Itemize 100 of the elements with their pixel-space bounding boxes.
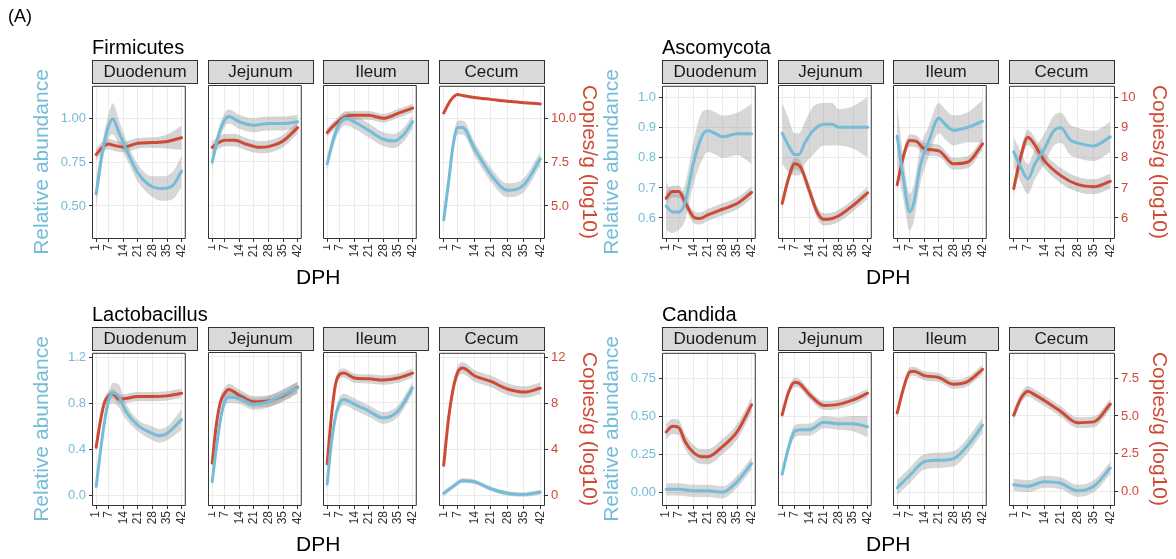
y2-axis-title: Copies/g (log10)	[1148, 84, 1172, 240]
x-tick-label: 35	[274, 243, 289, 258]
x-axis-title: DPH	[296, 265, 341, 288]
x-tick-label: 21	[815, 243, 830, 258]
x-tick-label: 35	[390, 243, 405, 258]
y-tick-label: 0.9	[637, 119, 656, 135]
x-tick-label: 42	[859, 510, 874, 525]
y2-tick-label: 8	[1120, 149, 1128, 165]
x-tick-label: 28	[945, 510, 960, 525]
x-tick-label: 35	[844, 510, 859, 525]
y2-tick-label: 7.5	[550, 153, 569, 169]
x-axis-title: DPH	[866, 265, 911, 288]
x-tick-label: 28	[144, 510, 159, 525]
x-tick-label: 21	[1052, 510, 1067, 525]
y-tick-label: 0.50	[60, 197, 86, 213]
x-tick-label: 1	[773, 510, 788, 518]
x-tick-label: 28	[375, 243, 390, 258]
x-tick-label: 42	[404, 243, 419, 258]
y-axis-title: Relative abundance	[29, 69, 52, 255]
x-tick-label: 1	[319, 510, 334, 518]
x-tick-label: 28	[260, 510, 275, 525]
x-tick-label: 1	[1005, 510, 1020, 518]
x-tick-label: 42	[173, 510, 188, 525]
x-tick-label: 1	[435, 510, 450, 518]
x-tick-label: 42	[1102, 243, 1117, 258]
x-tick-label: 7	[1019, 510, 1034, 518]
x-tick-label: 14	[466, 510, 481, 525]
x-tick-label: 14	[685, 243, 700, 258]
chart-subtitle: Jejunum	[207, 327, 314, 351]
y-tick-label: 1.00	[60, 110, 86, 126]
x-tick-label: 1	[319, 243, 334, 251]
chart-subtitle: Ileum	[893, 327, 999, 351]
y2-tick-label: 8	[550, 395, 558, 411]
x-tick-label: 28	[260, 243, 275, 258]
x-tick-label: 7	[100, 243, 115, 251]
x-tick-label: 1	[658, 510, 673, 518]
chart-title: Candida	[662, 303, 737, 326]
x-tick-label: 1	[203, 243, 218, 251]
x-tick-label: 42	[532, 243, 547, 258]
x-tick-label: 14	[231, 243, 246, 258]
x-axis-title: DPH	[296, 532, 341, 555]
chart-subtitle: Cecum	[438, 60, 545, 84]
x-tick-label: 35	[729, 510, 744, 525]
line-series	[94, 117, 184, 196]
x-tick-label: 28	[830, 510, 845, 525]
x-tick-label: 21	[245, 510, 260, 525]
x-tick-label: 7	[1019, 243, 1034, 251]
y2-tick-label: 0	[550, 487, 558, 503]
x-tick-label: 1	[889, 243, 904, 251]
x-tick-label: 21	[931, 243, 946, 258]
x-tick-label: 7	[901, 510, 916, 518]
x-tick-label: 28	[1069, 243, 1084, 258]
x-tick-label: 1	[88, 243, 103, 251]
x-tick-label: 28	[945, 243, 960, 258]
x-tick-label: 42	[743, 510, 758, 525]
y-axis-title: Relative abundance	[599, 336, 622, 522]
x-tick-label: 42	[289, 243, 304, 258]
x-tick-label: 21	[482, 510, 497, 525]
x-tick-label: 21	[130, 510, 145, 525]
y2-tick-label: 9	[1120, 119, 1128, 135]
x-tick-label: 21	[245, 243, 260, 258]
x-tick-label: 35	[390, 510, 405, 525]
x-tick-label: 14	[685, 510, 700, 525]
y2-axis-title: Copies/g (log10)	[578, 84, 602, 240]
x-tick-label: 7	[449, 243, 464, 251]
x-tick-label: 7	[670, 243, 685, 251]
line-series	[664, 129, 754, 214]
x-tick-label: 21	[700, 510, 715, 525]
x-tick-label: 21	[815, 510, 830, 525]
chart-subtitle: Jejunum	[207, 60, 314, 84]
x-tick-label: 14	[346, 243, 361, 258]
y2-axis-title: Copies/g (log10)	[1148, 351, 1172, 507]
x-tick-label: 7	[449, 510, 464, 518]
y2-tick-label: 2.5	[1120, 445, 1139, 461]
x-tick-label: 1	[435, 243, 450, 251]
x-tick-label: 35	[1085, 510, 1100, 525]
x-tick-label: 35	[515, 510, 530, 525]
y2-tick-label: 10	[1120, 89, 1135, 105]
x-tick-label: 7	[901, 243, 916, 251]
x-tick-label: 35	[960, 510, 975, 525]
chart-subtitle: Cecum	[1008, 327, 1115, 351]
x-tick-label: 1	[889, 510, 904, 518]
x-tick-label: 14	[466, 243, 481, 258]
x-tick-label: 14	[801, 510, 816, 525]
chart-subtitle: Duodenum	[92, 60, 198, 84]
x-tick-label: 42	[859, 243, 874, 258]
x-tick-label: 42	[1102, 510, 1117, 525]
x-tick-label: 7	[216, 243, 231, 251]
x-tick-label: 28	[1069, 510, 1084, 525]
x-tick-label: 14	[115, 510, 130, 525]
chart-subtitle: Ileum	[893, 60, 999, 84]
x-tick-label: 35	[1085, 243, 1100, 258]
chart-title: Lactobacillus	[92, 303, 208, 326]
x-tick-label: 42	[743, 243, 758, 258]
x-tick-label: 42	[173, 243, 188, 258]
chart-subtitle: Jejunum	[777, 327, 884, 351]
x-tick-label: 35	[515, 243, 530, 258]
y2-tick-label: 10.0	[550, 110, 576, 126]
x-tick-label: 14	[231, 510, 246, 525]
y-tick-label: 0.7	[637, 179, 656, 195]
